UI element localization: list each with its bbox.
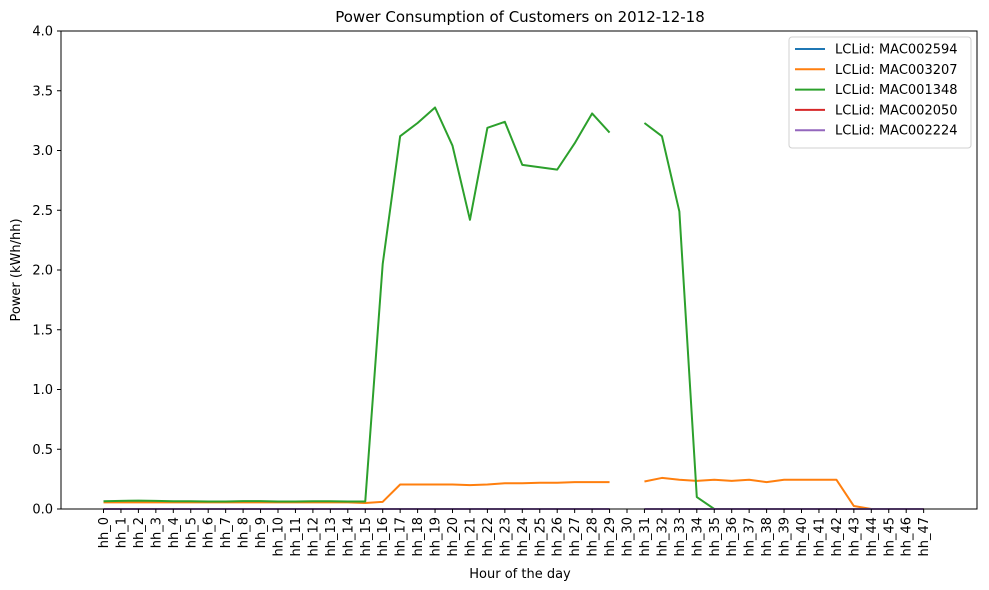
x-tick-label: hh_21 <box>463 517 478 557</box>
y-tick-label: 0.0 <box>32 503 53 518</box>
x-tick-label: hh_32 <box>655 517 670 557</box>
x-tick-label: hh_4 <box>167 517 182 548</box>
x-axis: hh_0 hh_1 hh_2 hh_3 hh_4 hh_5 hh_6 hh_7 hh_8 hh_9… <box>97 509 932 557</box>
y-tick-label: 2.0 <box>32 264 53 279</box>
x-tick-label: hh_18 <box>411 517 426 557</box>
legend-label-3: LCLid: MAC002050 <box>835 103 958 118</box>
y-axis: 0.0 0.5 1.0 1.5 2.0 2.5 3.0 3.5 4.0 <box>32 25 61 518</box>
legend-label-4: LCLid: MAC002224 <box>835 124 958 139</box>
x-tick-label: hh_8 <box>237 517 252 548</box>
y-tick-label: 1.0 <box>32 383 53 398</box>
y-axis-title: Power (kWh/hh) <box>9 218 24 321</box>
x-tick-label: hh_44 <box>865 517 880 557</box>
x-tick-label: hh_38 <box>760 517 775 557</box>
x-axis-title: Hour of the day <box>469 567 571 582</box>
x-tick-label: hh_33 <box>673 517 688 557</box>
x-tick-label: hh_5 <box>184 517 199 548</box>
x-tick-label: hh_3 <box>149 517 164 548</box>
chart-title: Power Consumption of Customers on 2012-1… <box>335 8 705 26</box>
legend-box <box>788 36 972 149</box>
x-tick-label: hh_45 <box>882 517 897 557</box>
x-tick-label: hh_41 <box>812 517 827 557</box>
x-tick-label: hh_25 <box>533 517 548 557</box>
x-tick-label: hh_22 <box>481 517 496 557</box>
x-tick-label: hh_19 <box>429 517 444 557</box>
x-tick-label: hh_35 <box>708 517 723 557</box>
x-tick-label: hh_46 <box>900 517 915 557</box>
x-tick-label: hh_27 <box>568 517 583 557</box>
series-line-1 <box>103 476 924 510</box>
x-tick-label: hh_43 <box>847 517 862 557</box>
legend: LCLid: MAC002594 LCLid: MAC003207 LCLid: M… <box>788 36 972 149</box>
x-tick-label: hh_34 <box>690 517 705 557</box>
legend-label-2: LCLid: MAC001348 <box>835 83 958 98</box>
x-tick-label: hh_23 <box>498 517 513 557</box>
x-tick-label: hh_14 <box>341 517 356 557</box>
x-tick-label: hh_9 <box>254 517 269 548</box>
x-tick-label: hh_12 <box>306 517 321 557</box>
x-tick-label: hh_6 <box>202 517 217 548</box>
y-tick-label: 0.5 <box>32 443 53 458</box>
x-tick-label: hh_37 <box>743 517 758 557</box>
x-tick-label: hh_26 <box>551 517 566 557</box>
x-tick-label: hh_16 <box>376 517 391 557</box>
x-tick-label: hh_28 <box>586 517 601 557</box>
x-tick-label: hh_1 <box>114 517 129 548</box>
y-tick-label: 3.0 <box>32 144 53 159</box>
y-tick-label: 3.5 <box>32 84 53 99</box>
legend-label-0: LCLid: MAC002594 <box>835 43 958 58</box>
x-tick-label: hh_2 <box>132 517 147 548</box>
series-line-2 <box>103 106 924 510</box>
y-tick-label: 2.5 <box>32 204 53 219</box>
x-tick-label: hh_29 <box>603 517 618 557</box>
x-tick-label: hh_0 <box>97 517 112 548</box>
x-tick-label: hh_17 <box>394 517 409 557</box>
x-tick-label: hh_31 <box>638 517 653 557</box>
x-tick-label: hh_40 <box>795 517 810 557</box>
x-tick-label: hh_10 <box>272 517 287 557</box>
y-tick-label: 1.5 <box>32 323 53 338</box>
x-tick-label: hh_42 <box>830 517 845 557</box>
x-tick-label: hh_15 <box>359 517 374 557</box>
x-tick-label: hh_24 <box>516 517 531 557</box>
x-tick-label: hh_13 <box>324 517 339 557</box>
x-tick-label: hh_47 <box>917 517 932 557</box>
legend-label-1: LCLid: MAC003207 <box>835 63 958 78</box>
x-tick-label: hh_30 <box>621 517 636 557</box>
y-tick-label: 4.0 <box>32 25 53 40</box>
x-tick-label: hh_39 <box>778 517 793 557</box>
x-tick-label: hh_11 <box>289 517 304 557</box>
plot-lines <box>103 106 924 510</box>
x-tick-label: hh_36 <box>725 517 740 557</box>
x-tick-label: hh_7 <box>219 517 234 548</box>
x-tick-label: hh_20 <box>446 517 461 557</box>
